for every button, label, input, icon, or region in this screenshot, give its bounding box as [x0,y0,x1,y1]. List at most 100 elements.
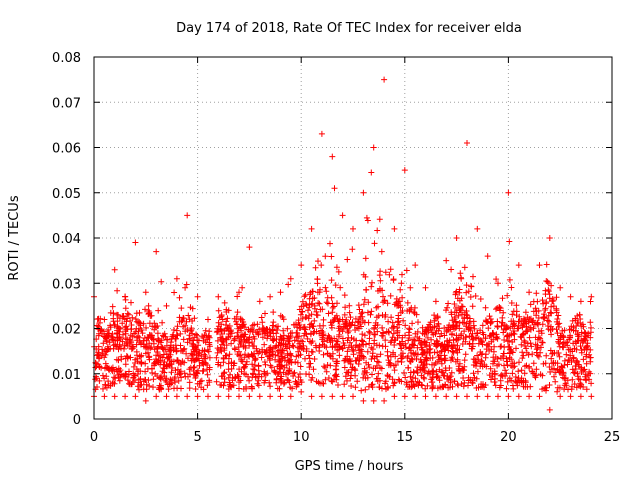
data-point [264,370,271,377]
data-point [482,335,489,342]
data-point [262,361,269,368]
data-point [118,353,125,360]
data-point [575,333,581,340]
data-point [319,329,326,335]
data-point [363,286,370,293]
data-point [428,379,435,386]
data-point [410,350,417,357]
data-point [558,363,565,370]
data-point [297,363,304,370]
data-point [391,225,398,232]
data-point [482,304,489,311]
data-point [150,376,157,383]
data-point [368,169,375,176]
data-point [437,384,444,391]
data-point [390,276,397,283]
data-point [563,351,570,358]
data-point [436,366,443,373]
data-point [282,341,289,347]
data-point [309,300,316,307]
data-point [341,292,348,299]
data-point [401,369,407,376]
data-point [376,384,383,391]
data-point [491,379,498,385]
data-point [567,293,574,300]
data-point [205,316,211,323]
data-point [204,362,211,368]
data-point [122,361,129,368]
data-point [436,333,443,340]
data-point [126,368,132,375]
data-point [550,303,557,310]
data-point [151,326,158,333]
data-point [218,381,225,388]
data-point [287,333,294,340]
data-point [171,385,177,392]
data-point [173,335,179,342]
data-point [115,357,122,364]
data-point [220,359,227,366]
data-point [275,352,282,359]
data-point [142,360,149,367]
data-point [318,262,325,269]
data-point [95,349,102,356]
data-point [443,307,449,314]
data-point [526,393,533,400]
data-point [575,320,582,326]
data-point [99,350,106,357]
data-point [175,377,182,384]
data-point [492,382,499,389]
data-point [570,369,577,376]
data-point [377,351,384,358]
data-point [187,328,194,334]
data-point [281,347,287,354]
data-point [373,304,380,311]
data-point [347,375,354,382]
data-point [242,331,249,338]
data-point [503,358,510,365]
data-point [521,316,528,323]
data-point [564,361,571,368]
data-point [262,377,269,384]
data-point [501,362,507,369]
data-point [356,342,363,349]
data-point [312,342,319,349]
data-point [114,287,121,294]
data-point [571,381,578,387]
data-point [546,318,552,325]
data-point [508,284,515,291]
data-point [223,352,230,359]
data-point [173,275,180,282]
data-point [346,302,353,309]
data-point [183,318,190,325]
data-point [330,303,337,310]
data-point [544,317,551,324]
data-point [299,315,306,322]
data-point [434,373,441,380]
data-point [154,345,160,352]
data-point [445,347,452,354]
data-point [418,372,425,379]
data-point [354,378,361,385]
data-point [132,360,138,366]
data-point [234,309,241,316]
data-point [344,377,350,384]
data-point [405,337,412,344]
data-point [525,351,532,358]
data-point [501,337,508,343]
data-point [355,302,362,309]
data-point [270,322,277,329]
data-point [177,359,184,366]
data-point [290,343,297,350]
data-point [106,367,113,374]
data-point [258,314,265,321]
data-point [280,316,287,323]
y-tick-label: 0.02 [52,323,81,338]
data-point [229,375,236,381]
data-point [97,327,104,334]
data-point [319,341,326,348]
data-point [360,397,367,404]
data-point [411,383,418,390]
data-point [362,255,369,262]
data-point [329,378,336,385]
